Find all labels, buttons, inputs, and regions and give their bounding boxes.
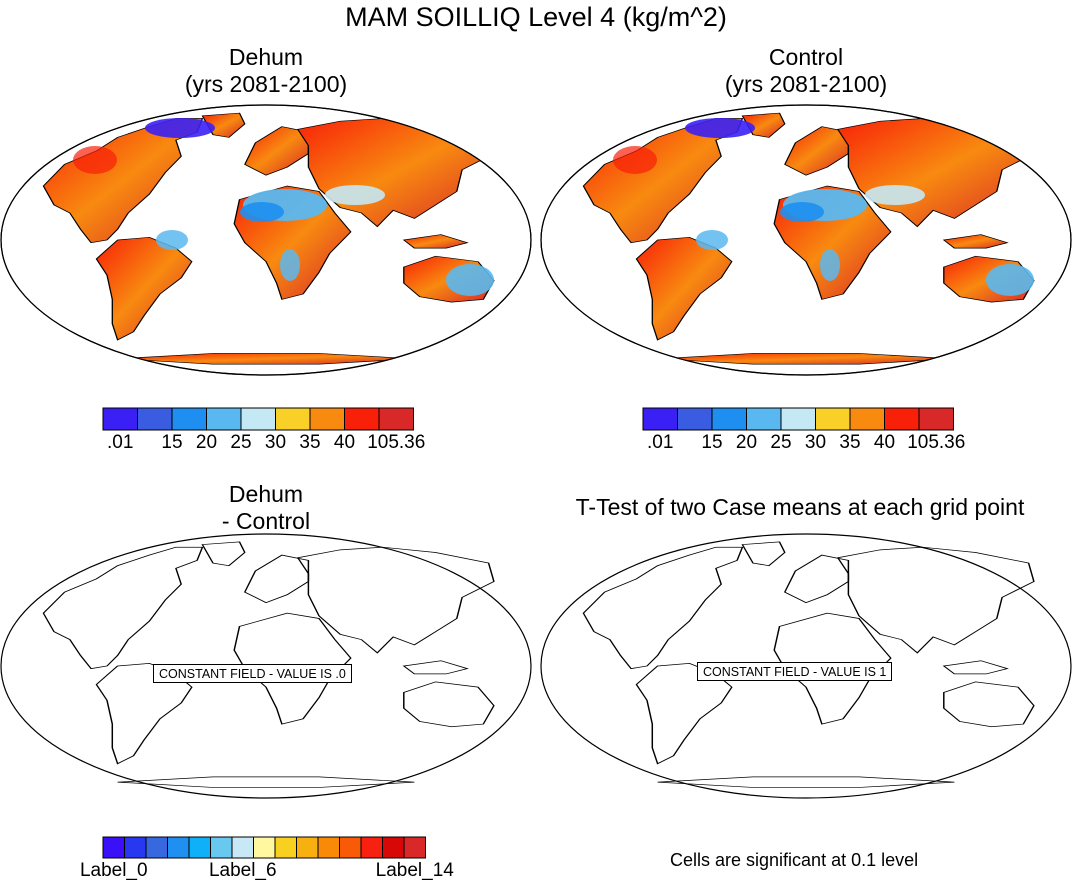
colorbar-dehum-tick-label: 20 <box>195 432 218 453</box>
ttest-panel-title: T-Test of two Case means at each grid po… <box>575 494 1025 520</box>
colorbar-dehum-swatch <box>275 407 311 431</box>
significance-footnote: Cells are significant at 0.1 level <box>670 850 919 870</box>
colorbar-diff-swatch <box>360 836 383 859</box>
colorbar-control-tick-label: 105.36 <box>907 432 966 453</box>
diff-constant-field-label: CONSTANT FIELD - VALUE IS .0 <box>153 664 352 683</box>
colorbar-control-tick-label: .01 <box>647 432 674 453</box>
dehum-title-line1: Dehum <box>228 44 304 70</box>
diff-title-line1: Dehum <box>228 481 304 507</box>
colorbar-control-swatch <box>780 407 816 431</box>
colorbar-dehum-swatch <box>240 407 276 431</box>
colorbar-diff <box>102 836 426 859</box>
colorbar-diff-swatch <box>210 836 233 859</box>
colorbar-diff-swatch <box>403 836 426 859</box>
colorbar-control-swatch <box>746 407 782 431</box>
colorbar-diff-swatch <box>167 836 190 859</box>
colorbar-control-tick-label: 30 <box>804 432 827 453</box>
colorbar-dehum <box>102 407 414 431</box>
colorbar-control-swatch <box>815 407 851 431</box>
colorbar-dehum-swatch <box>309 407 345 431</box>
colorbar-diff-swatch <box>102 836 125 859</box>
colorbar-control-swatch <box>677 407 713 431</box>
figure-title: MAM SOILLIQ Level 4 (kg/m^2) <box>345 2 727 32</box>
ttest-constant-field-label: CONSTANT FIELD - VALUE IS 1 <box>697 662 893 681</box>
control-title-line1: Control <box>768 44 844 70</box>
colorbar-dehum-swatch <box>206 407 242 431</box>
colorbar-diff-swatch <box>145 836 168 859</box>
dehum-panel-title: Dehum (yrs 2081-2100) <box>136 44 396 98</box>
colorbar-dehum-swatch <box>171 407 207 431</box>
colorbar-dehum-tick-label: 35 <box>299 432 321 453</box>
colorbar-dehum-swatch <box>102 407 138 431</box>
colorbar-control-swatch <box>884 407 920 431</box>
colorbar-diff-tick-label: Label_14 <box>375 860 454 881</box>
colorbar-control-swatch <box>849 407 885 431</box>
colorbar-dehum-tick-label: 25 <box>230 432 252 453</box>
colorbar-control-swatch <box>642 407 678 431</box>
colorbar-diff-swatch <box>296 836 319 859</box>
colorbar-dehum-tick-label: 105.36 <box>367 432 426 453</box>
colorbar-dehum-tick-label: .01 <box>107 432 134 453</box>
colorbar-diff-swatch <box>317 836 340 859</box>
colorbar-dehum-tick-label: 15 <box>161 432 183 453</box>
control-title-line2: (yrs 2081-2100) <box>724 71 888 97</box>
colorbar-control-tick-label: 15 <box>701 432 723 453</box>
colorbar-dehum-swatch <box>344 407 380 431</box>
colorbar-control <box>642 407 954 431</box>
colorbar-diff-swatch <box>274 836 297 859</box>
control-map <box>540 104 1072 376</box>
control-panel-title: Control (yrs 2081-2100) <box>676 44 936 98</box>
colorbar-diff-swatch <box>231 836 254 859</box>
colorbar-diff-tick-label: Label_0 <box>79 860 148 881</box>
dehum-map <box>0 104 532 376</box>
colorbar-diff-swatch <box>382 836 405 859</box>
diff-panel-title: Dehum - Control <box>136 481 396 535</box>
colorbar-diff-swatch <box>188 836 211 859</box>
diff-title-line2: - Control <box>221 508 311 534</box>
colorbar-control-tick-label: 20 <box>735 432 758 453</box>
colorbar-diff-swatch <box>339 836 362 859</box>
dehum-title-line2: (yrs 2081-2100) <box>184 71 348 97</box>
colorbar-diff-swatch <box>253 836 276 859</box>
colorbar-diff-tick-label: Label_6 <box>208 860 277 881</box>
colorbar-control-swatch <box>711 407 747 431</box>
colorbar-control-swatch <box>918 407 954 431</box>
colorbar-dehum-tick-label: 40 <box>333 432 356 453</box>
colorbar-dehum-swatch <box>378 407 414 431</box>
colorbar-control-tick-label: 35 <box>839 432 861 453</box>
colorbar-diff-swatch <box>124 836 147 859</box>
colorbar-dehum-swatch <box>137 407 173 431</box>
colorbar-control-tick-label: 25 <box>770 432 792 453</box>
colorbar-control-tick-label: 40 <box>873 432 896 453</box>
colorbar-dehum-tick-label: 30 <box>264 432 287 453</box>
